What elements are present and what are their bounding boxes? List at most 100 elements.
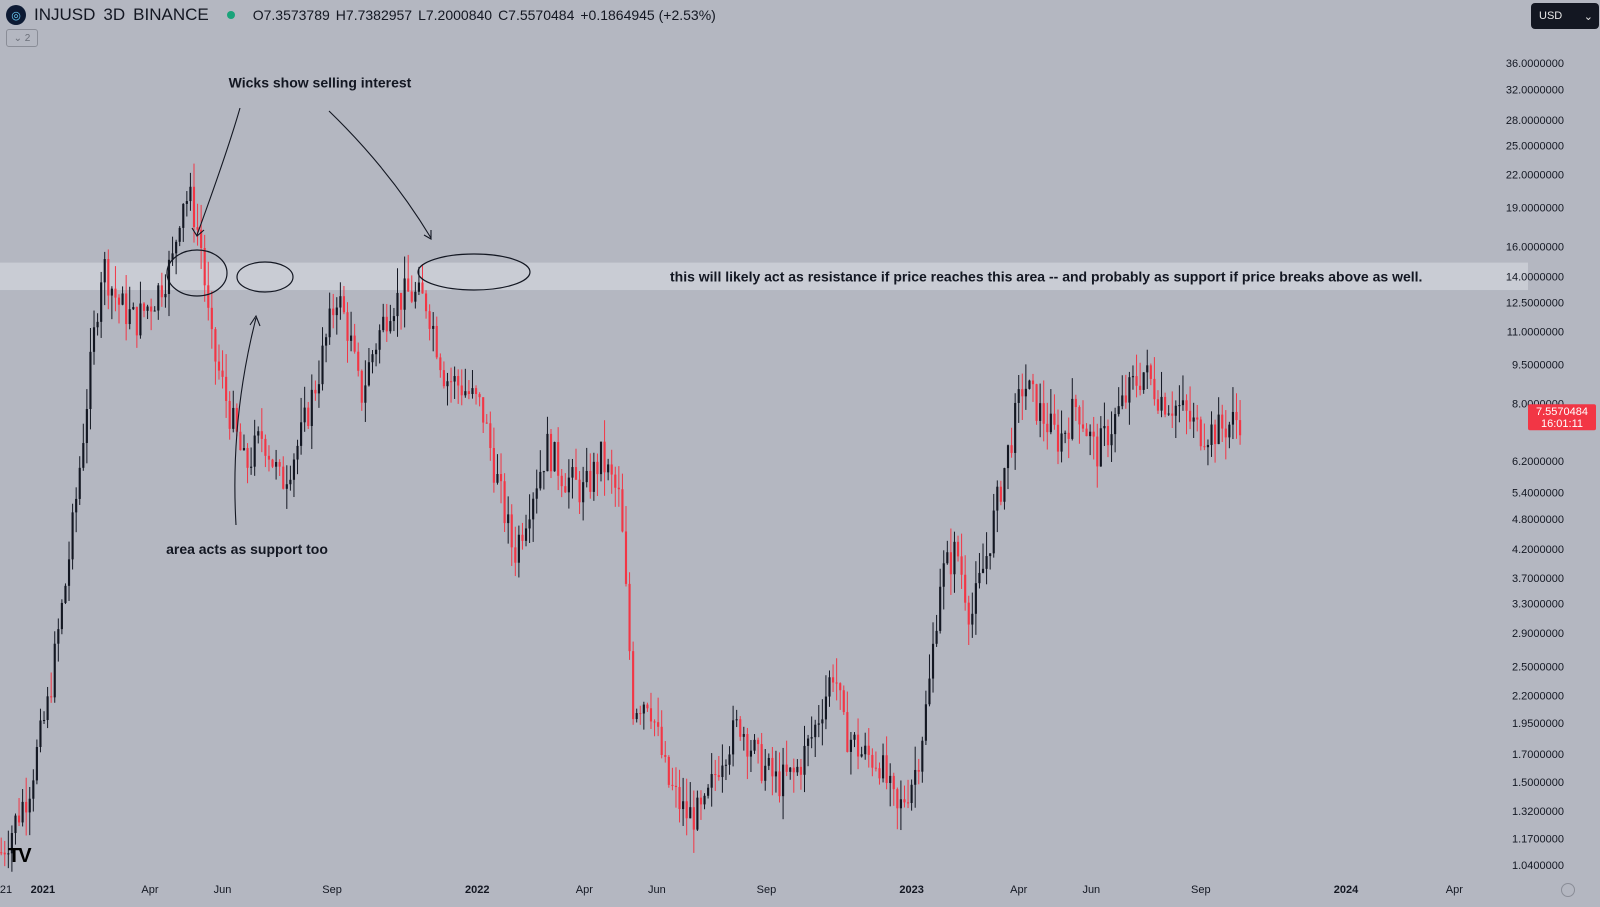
candle-body (1206, 444, 1210, 448)
candle-body (239, 431, 242, 451)
candle-body (446, 381, 449, 387)
arrow-head (191, 227, 205, 237)
candle-body (1064, 432, 1067, 434)
candle-body (1039, 403, 1042, 421)
candle-body (1085, 428, 1088, 437)
currency-selector[interactable]: USD ⌄ (1531, 3, 1599, 29)
candle-body (960, 556, 963, 575)
candle-body (692, 807, 695, 830)
candle-body (685, 801, 688, 819)
chevron-down-icon: ⌄ (1583, 10, 1593, 23)
candle-body (949, 552, 952, 575)
candle-body (1056, 424, 1060, 452)
candle-body (881, 755, 885, 779)
candle-body (1092, 431, 1095, 437)
candle-body (171, 253, 174, 260)
candle-body (931, 643, 935, 679)
x-tick-label: Jun (214, 884, 232, 896)
candle-body (524, 528, 528, 541)
wick-circle (166, 249, 228, 297)
candle-body (831, 677, 835, 683)
candle-body (1071, 398, 1074, 439)
candle-body (1174, 405, 1177, 416)
candle-body (1024, 388, 1027, 397)
candle-body (1046, 423, 1049, 433)
x-tick-label: Apr (1010, 884, 1027, 896)
y-tick-label: 3.3000000 (1512, 599, 1564, 611)
candle-body (339, 296, 342, 308)
y-tick-label: 1.3200000 (1512, 806, 1564, 818)
candle-body (250, 466, 253, 468)
candle-body (371, 354, 374, 363)
candle-body (114, 288, 117, 298)
candle-body (410, 291, 413, 302)
candle-body (46, 696, 49, 721)
candle-body (342, 296, 346, 313)
candle-body (714, 774, 717, 776)
candle-body (585, 470, 588, 483)
candle-body (1028, 380, 1031, 389)
candle-body (553, 442, 556, 472)
candle-body (942, 563, 945, 587)
candle-body (910, 784, 913, 803)
last-price-badge (1528, 404, 1596, 431)
interval-label[interactable]: 3D (103, 5, 126, 24)
symbol-header: ◎ INJUSD 3D BINANCE O7.3573789 H7.738295… (6, 4, 716, 26)
candle-body (1146, 365, 1149, 373)
gear-icon[interactable] (1561, 883, 1575, 897)
candle-body (521, 534, 524, 541)
candle-body (956, 541, 960, 557)
candle-body (1003, 468, 1006, 502)
candle-body (653, 721, 656, 723)
y-tick-label: 28.0000000 (1506, 115, 1564, 127)
candle-body (735, 719, 738, 721)
x-tick-label: Sep (757, 884, 777, 896)
candle-body (203, 248, 206, 286)
candle-body (200, 229, 203, 249)
y-tick-label: 1.1700000 (1512, 833, 1564, 845)
candle-body (499, 474, 503, 482)
candle-body (32, 780, 35, 799)
candle-body (610, 464, 613, 475)
candle-body (614, 474, 617, 488)
candle-body (192, 186, 196, 228)
candle-body (346, 312, 349, 341)
x-tick-label: 21 (0, 884, 12, 896)
tradingview-watermark-icon[interactable]: TV (8, 845, 32, 867)
candle-body (17, 815, 21, 823)
candle-body (417, 282, 420, 292)
candle-body (1131, 376, 1135, 378)
y-tick-label: 19.0000000 (1506, 203, 1564, 215)
candle-body (28, 798, 31, 813)
candle-body (189, 186, 192, 202)
candle-body (307, 407, 310, 427)
candle-body (0, 852, 3, 854)
candle-body (703, 795, 706, 805)
candle-body (724, 764, 728, 766)
collapse-indicators-button[interactable]: ⌄ 2 (6, 29, 38, 47)
candle-body (1081, 424, 1085, 429)
candle-body (296, 445, 299, 460)
candle-body (460, 385, 463, 396)
candle-body (221, 370, 224, 377)
candle-body (14, 815, 17, 834)
candle-body (903, 799, 906, 803)
candle-body (449, 381, 453, 383)
candle-body (453, 376, 456, 382)
candle-body (64, 585, 67, 603)
candle-body (778, 771, 781, 797)
candle-body (178, 227, 181, 242)
symbol-name[interactable]: INJUSD (34, 5, 96, 24)
candle-body (207, 285, 210, 308)
candle-body (185, 201, 188, 204)
last-price-value: 7.5570484 (1536, 406, 1588, 418)
candle-body (689, 807, 692, 819)
candle-body (632, 651, 635, 720)
candle-body (439, 357, 442, 371)
candle-body (764, 765, 767, 781)
y-tick-label: 6.2000000 (1512, 456, 1564, 468)
candle-body (85, 409, 88, 444)
candle-body (1103, 426, 1106, 429)
